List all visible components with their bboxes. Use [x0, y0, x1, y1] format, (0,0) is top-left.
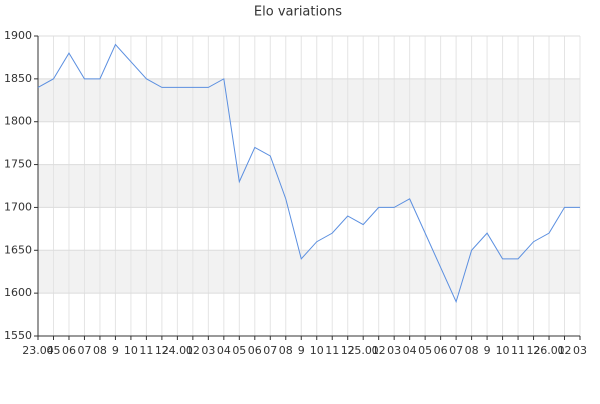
x-tick-label: 12 [155, 344, 169, 357]
x-tick-label: 06 [434, 344, 448, 357]
x-tick-label: 9 [484, 344, 491, 357]
y-tick-label: 1600 [4, 286, 32, 299]
x-tick-label: 9 [112, 344, 119, 357]
line [37, 43, 580, 304]
x-tick-label: 11 [511, 344, 525, 357]
grid-band [38, 164, 580, 208]
y-tick-label: 1800 [4, 115, 32, 128]
x-tick-label: 25.01 [347, 344, 379, 357]
grid-band [38, 78, 580, 122]
x-tick-label: 06 [248, 344, 262, 357]
x-tick-label: 04 [217, 344, 231, 357]
x-tick-label: 24.01 [162, 344, 194, 357]
x-tick-label: 10 [124, 344, 138, 357]
y-tick-label: 1550 [4, 329, 32, 342]
x-tick-label: 04 [403, 344, 417, 357]
x-tick-label: 11 [325, 344, 339, 357]
x-tick-label: 05 [46, 344, 60, 357]
y-tick-label: 1850 [4, 72, 32, 85]
x-tick-label: 10 [310, 344, 324, 357]
x-tick-label: 05 [232, 344, 246, 357]
x-tick-label: 26.01 [533, 344, 565, 357]
x-tick-label: 07 [449, 344, 463, 357]
x-tick-label: 03 [201, 344, 215, 357]
chart-title: Elo variations [254, 5, 342, 20]
x-tick-label: 12 [341, 344, 355, 357]
y-tick-label: 1750 [4, 158, 32, 171]
x-tick-label: 11 [139, 344, 153, 357]
x-tick-label: 02 [558, 344, 572, 357]
x-tick-label: 03 [573, 344, 587, 357]
x-tick-label: 08 [279, 344, 293, 357]
x-tick-label: 08 [465, 344, 479, 357]
x-tick-label: 06 [62, 344, 76, 357]
x-tick-label: 08 [93, 344, 107, 357]
x-tick-label: 07 [77, 344, 91, 357]
y-tick-label: 1900 [4, 29, 32, 42]
x-tick-label: 02 [372, 344, 386, 357]
x-tick-label: 05 [418, 344, 432, 357]
x-tick-label: 9 [298, 344, 305, 357]
y-tick-label: 1650 [4, 243, 32, 256]
x-tick-label: 07 [263, 344, 277, 357]
x-tick-label: 23.04 [22, 344, 54, 357]
y-tick-label: 1700 [4, 200, 32, 213]
x-tick-label: 12 [527, 344, 541, 357]
x-tick-label: 10 [496, 344, 510, 357]
x-tick-label: 03 [387, 344, 401, 357]
grid-band [38, 250, 580, 294]
x-tick-label: 02 [186, 344, 200, 357]
